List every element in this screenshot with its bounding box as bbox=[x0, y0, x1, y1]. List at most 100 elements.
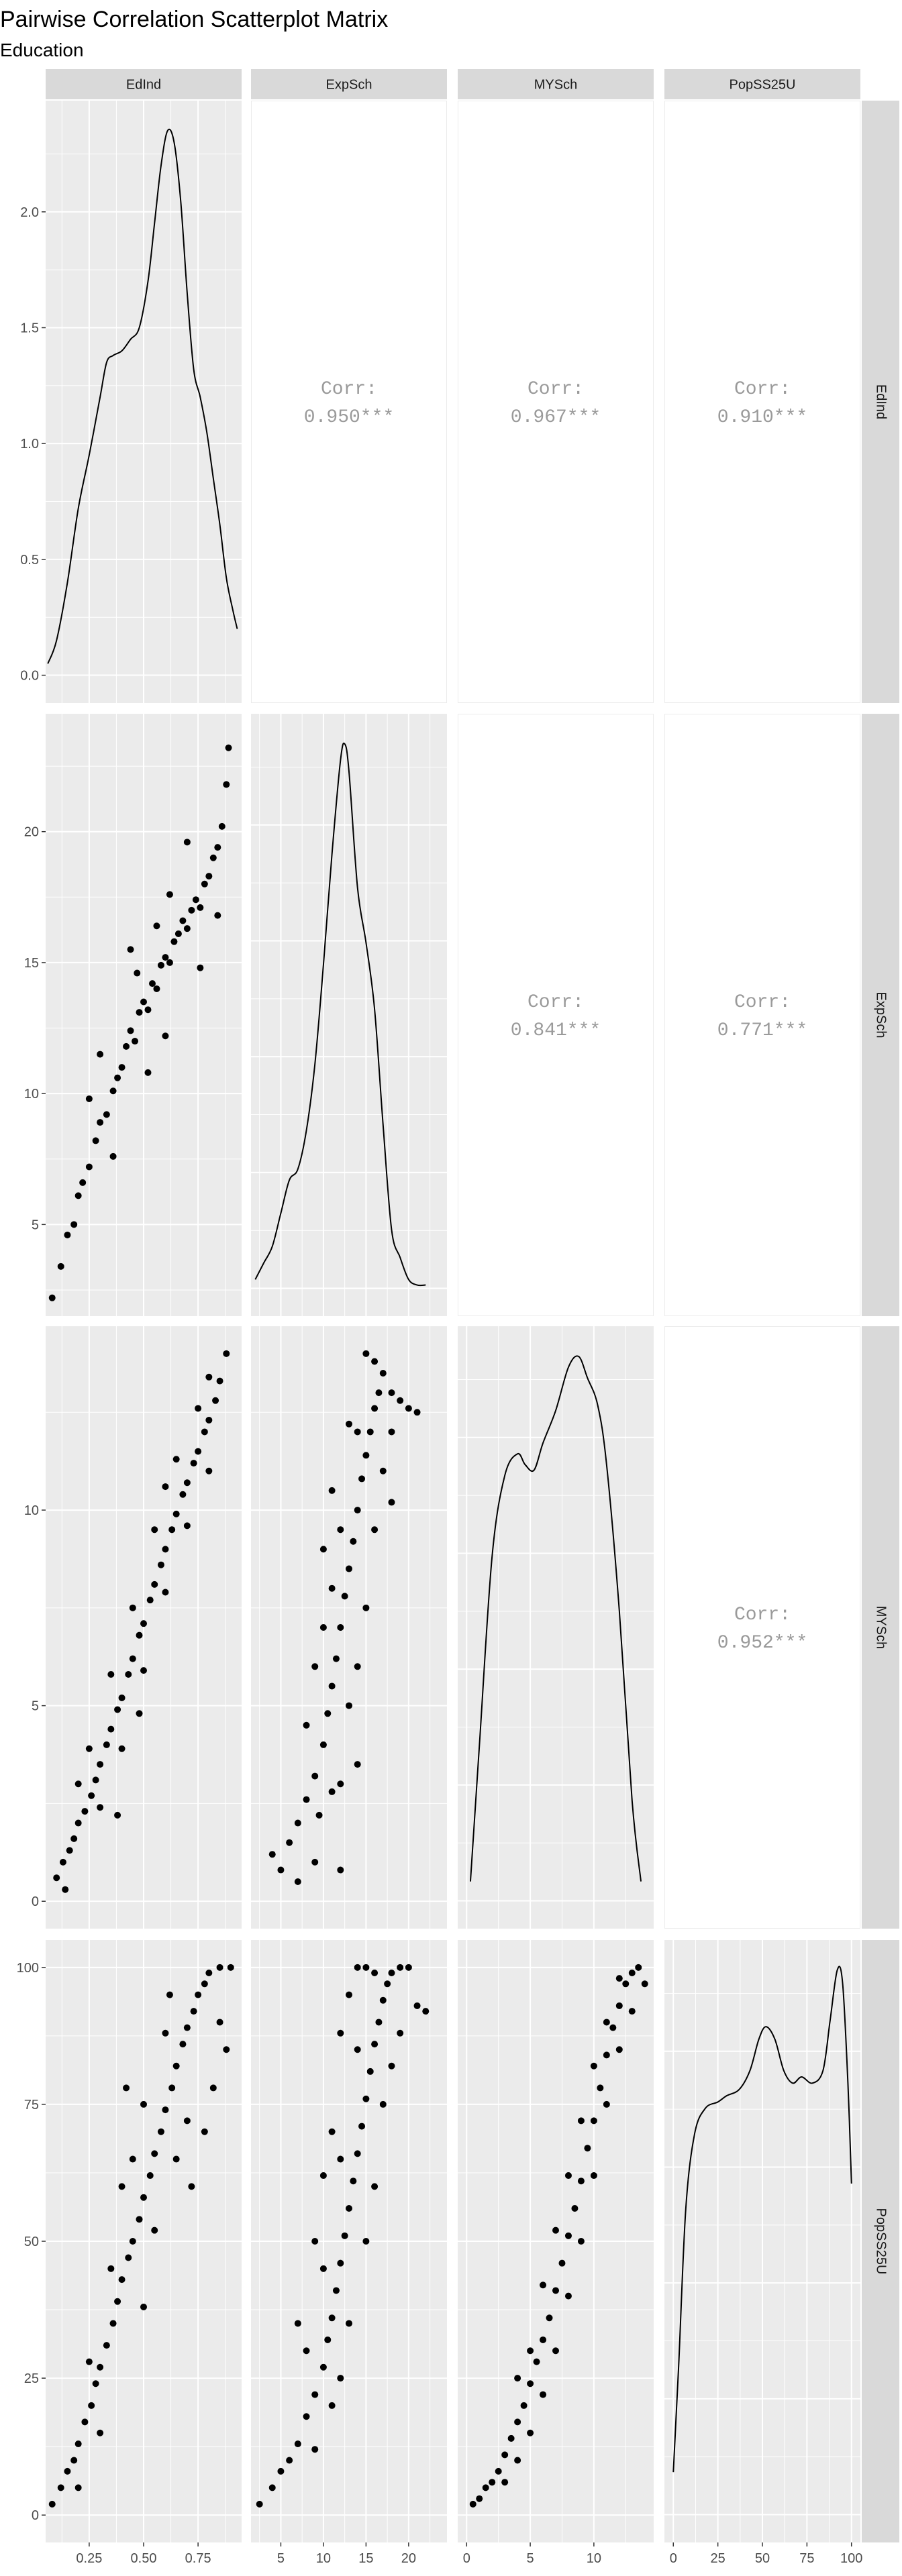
scatter-point bbox=[162, 2106, 169, 2114]
scatter-point bbox=[328, 2402, 336, 2409]
scatter-point bbox=[328, 2314, 336, 2322]
scatter-point bbox=[153, 985, 160, 992]
scatter-point bbox=[162, 1546, 169, 1553]
scatter-point bbox=[136, 1710, 143, 1717]
y-axis-tick-label: 100 bbox=[17, 1961, 39, 1976]
scatter-point bbox=[223, 1350, 230, 1357]
scatter-point bbox=[59, 1858, 66, 1866]
scatter-point bbox=[371, 1526, 379, 1534]
scatter-point bbox=[183, 1522, 191, 1529]
scatter-point bbox=[294, 2440, 301, 2448]
y-axis-tick-label: 1.0 bbox=[20, 437, 39, 451]
y-axis-tick-label: 0.0 bbox=[20, 669, 39, 684]
scatter-point bbox=[577, 2238, 585, 2245]
scatter-point bbox=[85, 2358, 93, 2365]
scatter-point bbox=[123, 2084, 130, 2092]
y-axis-tick-label: 5 bbox=[32, 1699, 39, 1714]
scatter-point bbox=[564, 2292, 572, 2300]
x-axis-tick-label: 10 bbox=[316, 2551, 331, 2566]
scatter-point bbox=[109, 1152, 117, 1160]
scatter-point bbox=[324, 1710, 332, 1717]
scatter-point bbox=[140, 2100, 147, 2108]
scatter-point bbox=[303, 2413, 310, 2420]
y-axis-tick-label: 10 bbox=[24, 1087, 39, 1102]
scatter-point bbox=[129, 2238, 136, 2245]
scatter-point bbox=[397, 1964, 404, 1971]
row-strip bbox=[862, 714, 899, 1316]
scatter-point bbox=[144, 1006, 152, 1014]
scatter-point bbox=[362, 1350, 370, 1357]
scatter-point bbox=[174, 930, 182, 937]
scatter-point bbox=[227, 1964, 234, 1971]
scatter-point bbox=[88, 2402, 95, 2409]
row-strip bbox=[862, 1940, 899, 2542]
scatter-point bbox=[92, 2380, 99, 2387]
scatter-point bbox=[97, 2363, 104, 2371]
x-axis-tick-label: 0 bbox=[463, 2551, 470, 2566]
row-strip-label: PopSS25U bbox=[874, 2208, 889, 2275]
scatter-point bbox=[294, 1878, 301, 1886]
scatter-point bbox=[92, 1137, 99, 1144]
correlation-label: Corr: bbox=[528, 992, 584, 1013]
column-strip bbox=[458, 69, 654, 99]
x-axis-tick-label: 0.25 bbox=[76, 2551, 102, 2566]
scatter-point bbox=[268, 2484, 276, 2491]
scatter-point bbox=[564, 2232, 572, 2239]
correlation-value: 0.841*** bbox=[511, 1020, 601, 1041]
scatter-point bbox=[64, 1231, 71, 1238]
scatter-point bbox=[118, 1745, 126, 1752]
scatter-point bbox=[114, 1811, 121, 1819]
scatter-point bbox=[346, 1702, 352, 1709]
scatter-point bbox=[97, 2429, 104, 2436]
scatter-point bbox=[332, 2287, 340, 2294]
scatter-point bbox=[379, 1996, 387, 2004]
scatter-point bbox=[166, 959, 173, 966]
x-axis-tick-label: 100 bbox=[840, 2551, 862, 2566]
scatter-point bbox=[346, 1991, 352, 1998]
scatter-point bbox=[375, 2019, 383, 2026]
scatter-point bbox=[136, 1009, 143, 1016]
scatter-point bbox=[379, 1369, 387, 1377]
scatter-point bbox=[303, 1721, 310, 1729]
scatter-point bbox=[209, 2084, 217, 2092]
scatter-point bbox=[256, 2500, 263, 2508]
scatter-point bbox=[195, 1991, 202, 1998]
scatter-point bbox=[388, 1389, 395, 1397]
scatter-point bbox=[540, 2391, 547, 2398]
scatter-point bbox=[205, 1969, 213, 1976]
scatter-point bbox=[81, 1808, 89, 1815]
scatter-point bbox=[388, 1499, 395, 1506]
scatter-point bbox=[103, 2342, 110, 2349]
scatter-point bbox=[97, 1119, 104, 1126]
scatter-point bbox=[157, 1561, 164, 1568]
scatter-point bbox=[590, 2172, 597, 2180]
scatter-point bbox=[354, 1964, 361, 1971]
scatter-point bbox=[74, 1780, 82, 1788]
scatter-point bbox=[405, 1964, 412, 1971]
scatter-point bbox=[482, 2484, 489, 2491]
y-axis-tick-label: 0.5 bbox=[20, 553, 39, 568]
scatter-point bbox=[179, 917, 187, 924]
scatter-point bbox=[311, 1858, 319, 1866]
scatter-point bbox=[311, 1663, 319, 1670]
scatter-point bbox=[201, 2128, 208, 2135]
y-axis-tick-label: 2.0 bbox=[20, 205, 39, 220]
row-strip bbox=[862, 101, 899, 703]
scatter-point bbox=[205, 1373, 213, 1381]
scatter-point bbox=[540, 2336, 547, 2343]
scatter-point bbox=[151, 1580, 158, 1588]
x-axis-tick-label: 0 bbox=[670, 2551, 677, 2566]
scatter-point bbox=[546, 2314, 553, 2322]
scatter-point bbox=[319, 2265, 327, 2272]
scatter-point bbox=[371, 1405, 379, 1412]
x-axis-tick-label: 5 bbox=[527, 2551, 534, 2566]
scatter-point bbox=[190, 2008, 197, 2015]
scatter-point bbox=[107, 1725, 115, 1733]
scatter-point bbox=[552, 2226, 559, 2234]
scatter-point bbox=[205, 1467, 213, 1474]
scatter-point bbox=[358, 2123, 366, 2130]
chart-subtitle: Education bbox=[0, 40, 84, 60]
scatter-point bbox=[92, 1776, 99, 1784]
x-axis-tick-label: 0.75 bbox=[185, 2551, 211, 2566]
scatter-point bbox=[140, 1667, 147, 1674]
